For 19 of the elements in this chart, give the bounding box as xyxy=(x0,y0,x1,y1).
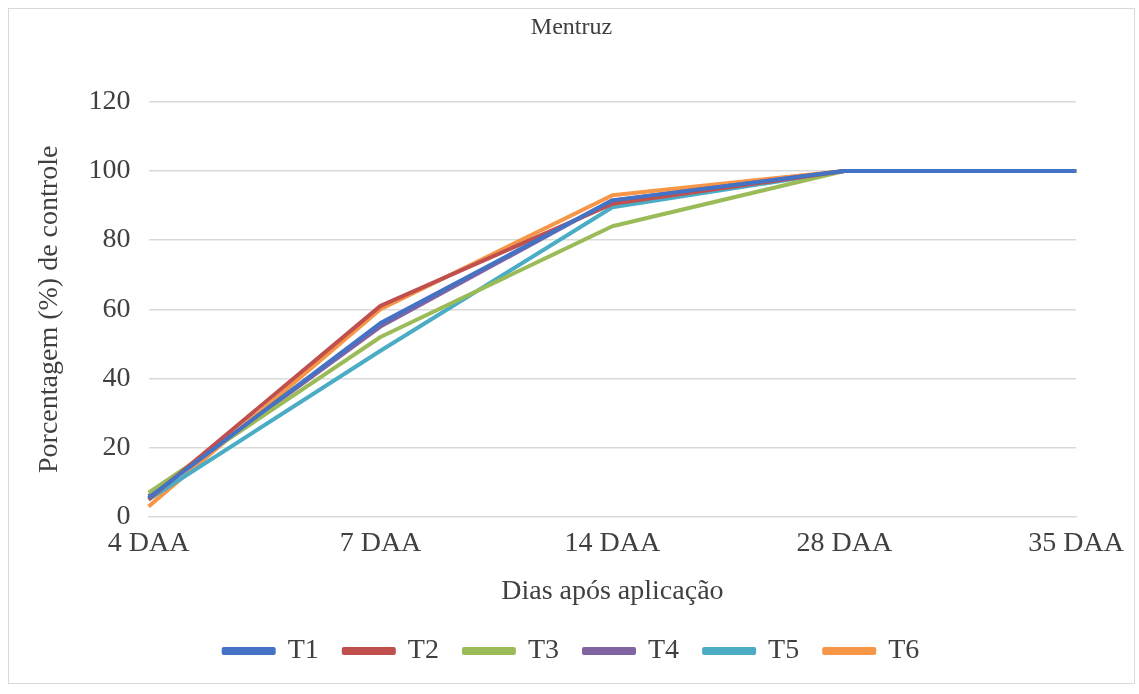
x-axis-title: Dias após aplicação xyxy=(501,573,724,605)
y-tick-label: 60 xyxy=(102,291,131,323)
legend-label: T3 xyxy=(527,633,560,665)
legend-label: T1 xyxy=(287,633,319,665)
legend-label: T6 xyxy=(888,633,920,665)
y-axis-title: Porcentagem (%) de controle xyxy=(32,145,64,473)
y-tick-label: 120 xyxy=(88,84,131,116)
y-tick-label: 80 xyxy=(102,222,131,254)
x-tick-label: 7 DAA xyxy=(339,525,423,557)
y-tick-label: 100 xyxy=(88,153,131,185)
chart-title: Mentruz xyxy=(530,12,613,39)
x-tick-label: 28 DAA xyxy=(796,525,893,557)
legend-label: T5 xyxy=(768,633,800,665)
legend-label: T4 xyxy=(648,633,680,665)
x-tick-label: 35 DAA xyxy=(1028,525,1125,557)
y-tick-label: 40 xyxy=(102,360,131,392)
x-tick-label: 14 DAA xyxy=(564,525,661,557)
legend-label: T2 xyxy=(407,633,439,665)
y-tick-label: 20 xyxy=(102,429,131,461)
